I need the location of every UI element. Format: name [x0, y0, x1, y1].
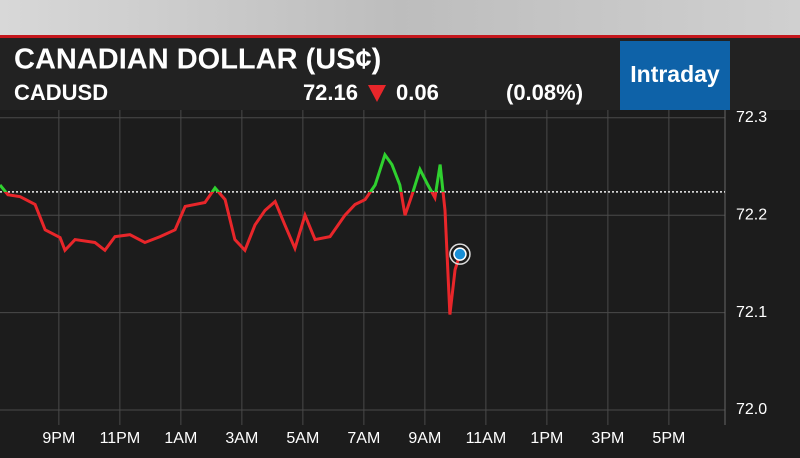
range-button[interactable]: [620, 41, 730, 110]
chart-title: CANADIAN DOLLAR (US¢): [14, 44, 381, 76]
x-tick-label: 5AM: [286, 430, 319, 447]
x-tick-label: 1PM: [530, 430, 563, 447]
x-tick-label: 11PM: [100, 430, 141, 447]
y-tick-label: 72.0: [736, 401, 767, 418]
x-tick-label: 1AM: [164, 430, 197, 447]
range-label[interactable]: Intraday: [630, 61, 720, 87]
down-arrow: [368, 85, 386, 102]
top-rule: [0, 35, 800, 38]
x-tick-label: 5PM: [652, 430, 685, 447]
change: 0.06: [396, 80, 439, 105]
y-tick-label: 72.3: [736, 109, 767, 126]
last-price: 72.16: [303, 80, 358, 105]
x-tick-label: 7AM: [347, 430, 380, 447]
ticker: CADUSD: [14, 80, 108, 105]
y-tick-label: 72.1: [736, 304, 767, 321]
plot-background: [0, 110, 800, 453]
last-point: [453, 247, 467, 261]
x-tick-label: 9AM: [408, 430, 441, 447]
x-tick-label: 11AM: [466, 430, 507, 447]
price-line-up: [0, 151, 445, 192]
x-tick-label: 9PM: [42, 430, 75, 447]
top-strip: [0, 0, 800, 35]
x-tick-label: 3AM: [225, 430, 258, 447]
y-tick-label: 72.2: [736, 206, 767, 223]
last-point-ring: [449, 243, 471, 265]
price-line-down: [3, 191, 462, 315]
change-percent: (0.08%): [506, 80, 583, 105]
x-tick-label: 3PM: [591, 430, 624, 447]
